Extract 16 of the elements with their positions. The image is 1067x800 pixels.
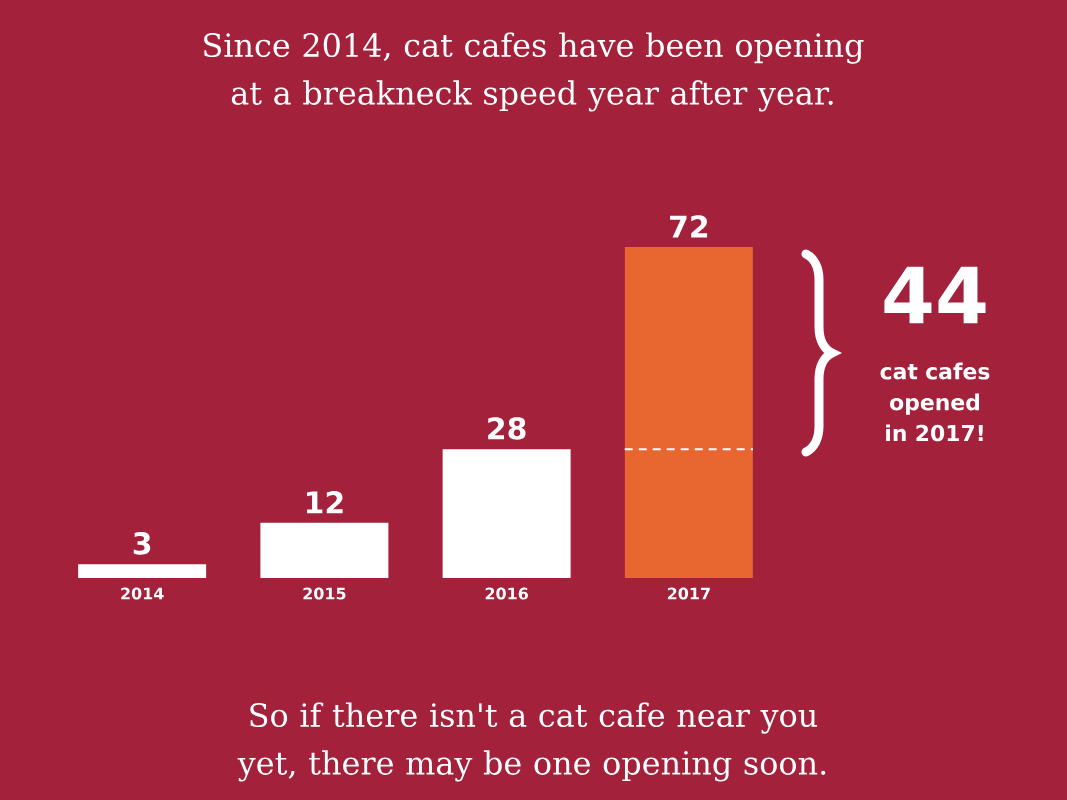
chart-title: Since 2014, cat cafes have been opening at a breakneck speed year after year. (204, 32, 864, 112)
x-tick-label: 2015 (303, 587, 346, 600)
bar (260, 522, 389, 578)
x-tick-label: 2014 (121, 587, 164, 600)
x-tick-label: 2016 (485, 587, 528, 600)
bar (78, 564, 207, 578)
bar (442, 449, 571, 578)
text: So if there isn't a cat cafe near you yet, there may be one opening soon. (237, 702, 826, 782)
data-label: 72 (670, 215, 708, 238)
x-tick-label: 2017 (667, 587, 710, 600)
text: cat cafes opened in 2017! (880, 362, 990, 442)
data-label: 3 (133, 532, 151, 555)
bar (624, 246, 753, 578)
text: 44 (884, 266, 986, 324)
data-label: 12 (306, 491, 343, 514)
data-label: 28 (488, 417, 526, 440)
